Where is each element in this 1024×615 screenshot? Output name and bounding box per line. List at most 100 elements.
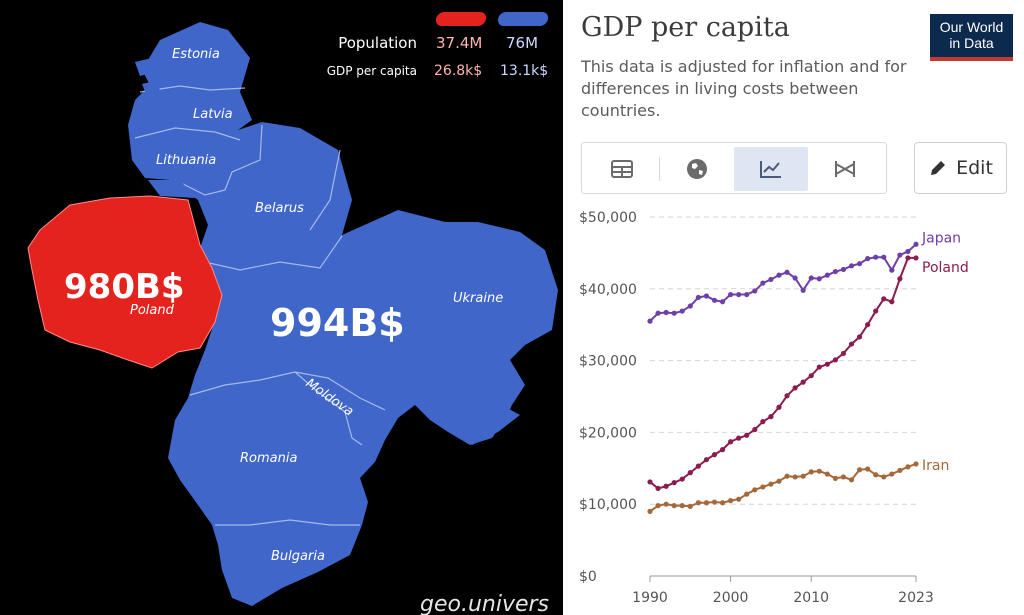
tab-map[interactable] (660, 147, 734, 191)
country-label-ukraine: Ukraine (453, 291, 503, 306)
series-label: Poland (922, 260, 969, 276)
globe-icon (687, 159, 707, 179)
data-point (856, 334, 863, 340)
data-point (711, 297, 718, 303)
chart-subtitle: This data is adjusted for inflation and … (581, 57, 907, 120)
data-point (784, 473, 790, 479)
line-chart-icon (760, 161, 781, 178)
data-point (889, 471, 895, 477)
red-swatch (434, 12, 488, 26)
blue-swatch (496, 12, 550, 26)
data-point (679, 476, 685, 482)
data-point (663, 483, 669, 489)
data-point (840, 474, 847, 480)
data-point (647, 318, 653, 324)
slope-chart-icon (835, 161, 855, 177)
data-point (768, 481, 774, 487)
island-shape (142, 80, 160, 94)
data-point (824, 471, 830, 477)
country-label-bulgaria: Bulgaria (271, 549, 325, 564)
data-point (848, 263, 855, 269)
data-point (913, 461, 919, 467)
data-point (808, 373, 814, 379)
data-point (647, 508, 653, 514)
data-point (897, 467, 903, 474)
data-point (856, 467, 863, 473)
data-point (703, 293, 710, 299)
data-point (840, 350, 847, 357)
country-label-lithuania: Lithuania (156, 153, 216, 168)
data-point (816, 468, 822, 474)
data-point (752, 288, 758, 294)
data-point (881, 296, 887, 302)
series-line (649, 463, 917, 513)
data-point (897, 252, 903, 258)
gdp-line-chart: $0 $10,000 $20,000 $30,000 $40,000 $50,000 199… (579, 210, 969, 606)
data-point (695, 463, 701, 469)
series-line (649, 256, 916, 490)
y-tick-label: $0 (579, 569, 597, 585)
data-point (768, 414, 774, 420)
data-point (671, 480, 677, 486)
map-panel: Estonia Latvia Lithuania Belarus Ukraine… (0, 0, 563, 615)
data-point (856, 261, 863, 267)
data-point (736, 496, 742, 502)
logo-line-2: in Data (949, 35, 994, 51)
data-point (671, 310, 677, 316)
y-tick-label: $40,000 (579, 282, 637, 298)
data-point (905, 248, 911, 255)
tab-chart[interactable] (734, 147, 808, 191)
pencil-icon (931, 161, 946, 175)
map-svg: Estonia Latvia Lithuania Belarus Ukraine… (27, 22, 558, 606)
data-point (728, 291, 734, 298)
data-point (744, 491, 750, 497)
data-point (719, 299, 726, 305)
data-point (679, 503, 685, 509)
data-point (663, 309, 669, 316)
country-label-latvia: Latvia (193, 107, 233, 122)
series-label: Iran (922, 458, 949, 474)
series-line (649, 243, 917, 322)
data-point (719, 447, 726, 453)
crimea-shape (440, 400, 520, 445)
data-point (695, 500, 701, 506)
data-point (905, 464, 911, 470)
population-label: Population (338, 34, 417, 52)
data-point (687, 303, 693, 309)
data-point (889, 267, 895, 273)
data-point (881, 254, 887, 260)
owid-logo[interactable]: Our World in Data (930, 14, 1013, 61)
tab-table[interactable] (585, 147, 659, 191)
data-point (905, 255, 911, 261)
data-point (663, 501, 669, 507)
poland-gdp-value: 980B$ (64, 267, 185, 307)
data-point (800, 473, 806, 479)
data-point (711, 452, 718, 458)
data-point (687, 503, 693, 509)
data-point (776, 272, 782, 278)
data-point (913, 241, 919, 247)
data-point (760, 280, 766, 286)
data-point (832, 268, 838, 275)
data-point (865, 256, 871, 262)
data-point (776, 478, 782, 484)
data-point (792, 275, 798, 281)
poland-shape (27, 195, 223, 369)
red-population-value: 37.4M (436, 34, 483, 52)
data-point (800, 379, 806, 385)
data-point (719, 500, 726, 506)
tab-slope[interactable] (808, 147, 882, 191)
edit-button[interactable]: Edit (914, 142, 1007, 194)
edit-label: Edit (956, 157, 993, 179)
country-label-estonia: Estonia (172, 47, 220, 62)
data-point (808, 275, 814, 281)
y-tick-label: $20,000 (579, 425, 637, 441)
data-point (728, 498, 734, 504)
data-point (848, 341, 855, 347)
x-tick-label: 2023 (898, 590, 934, 606)
kaliningrad-shape (148, 180, 195, 198)
x-tick-label: 2000 (713, 590, 749, 606)
x-tick-label: 1990 (632, 590, 668, 606)
data-point (655, 503, 661, 509)
data-point (703, 500, 710, 506)
